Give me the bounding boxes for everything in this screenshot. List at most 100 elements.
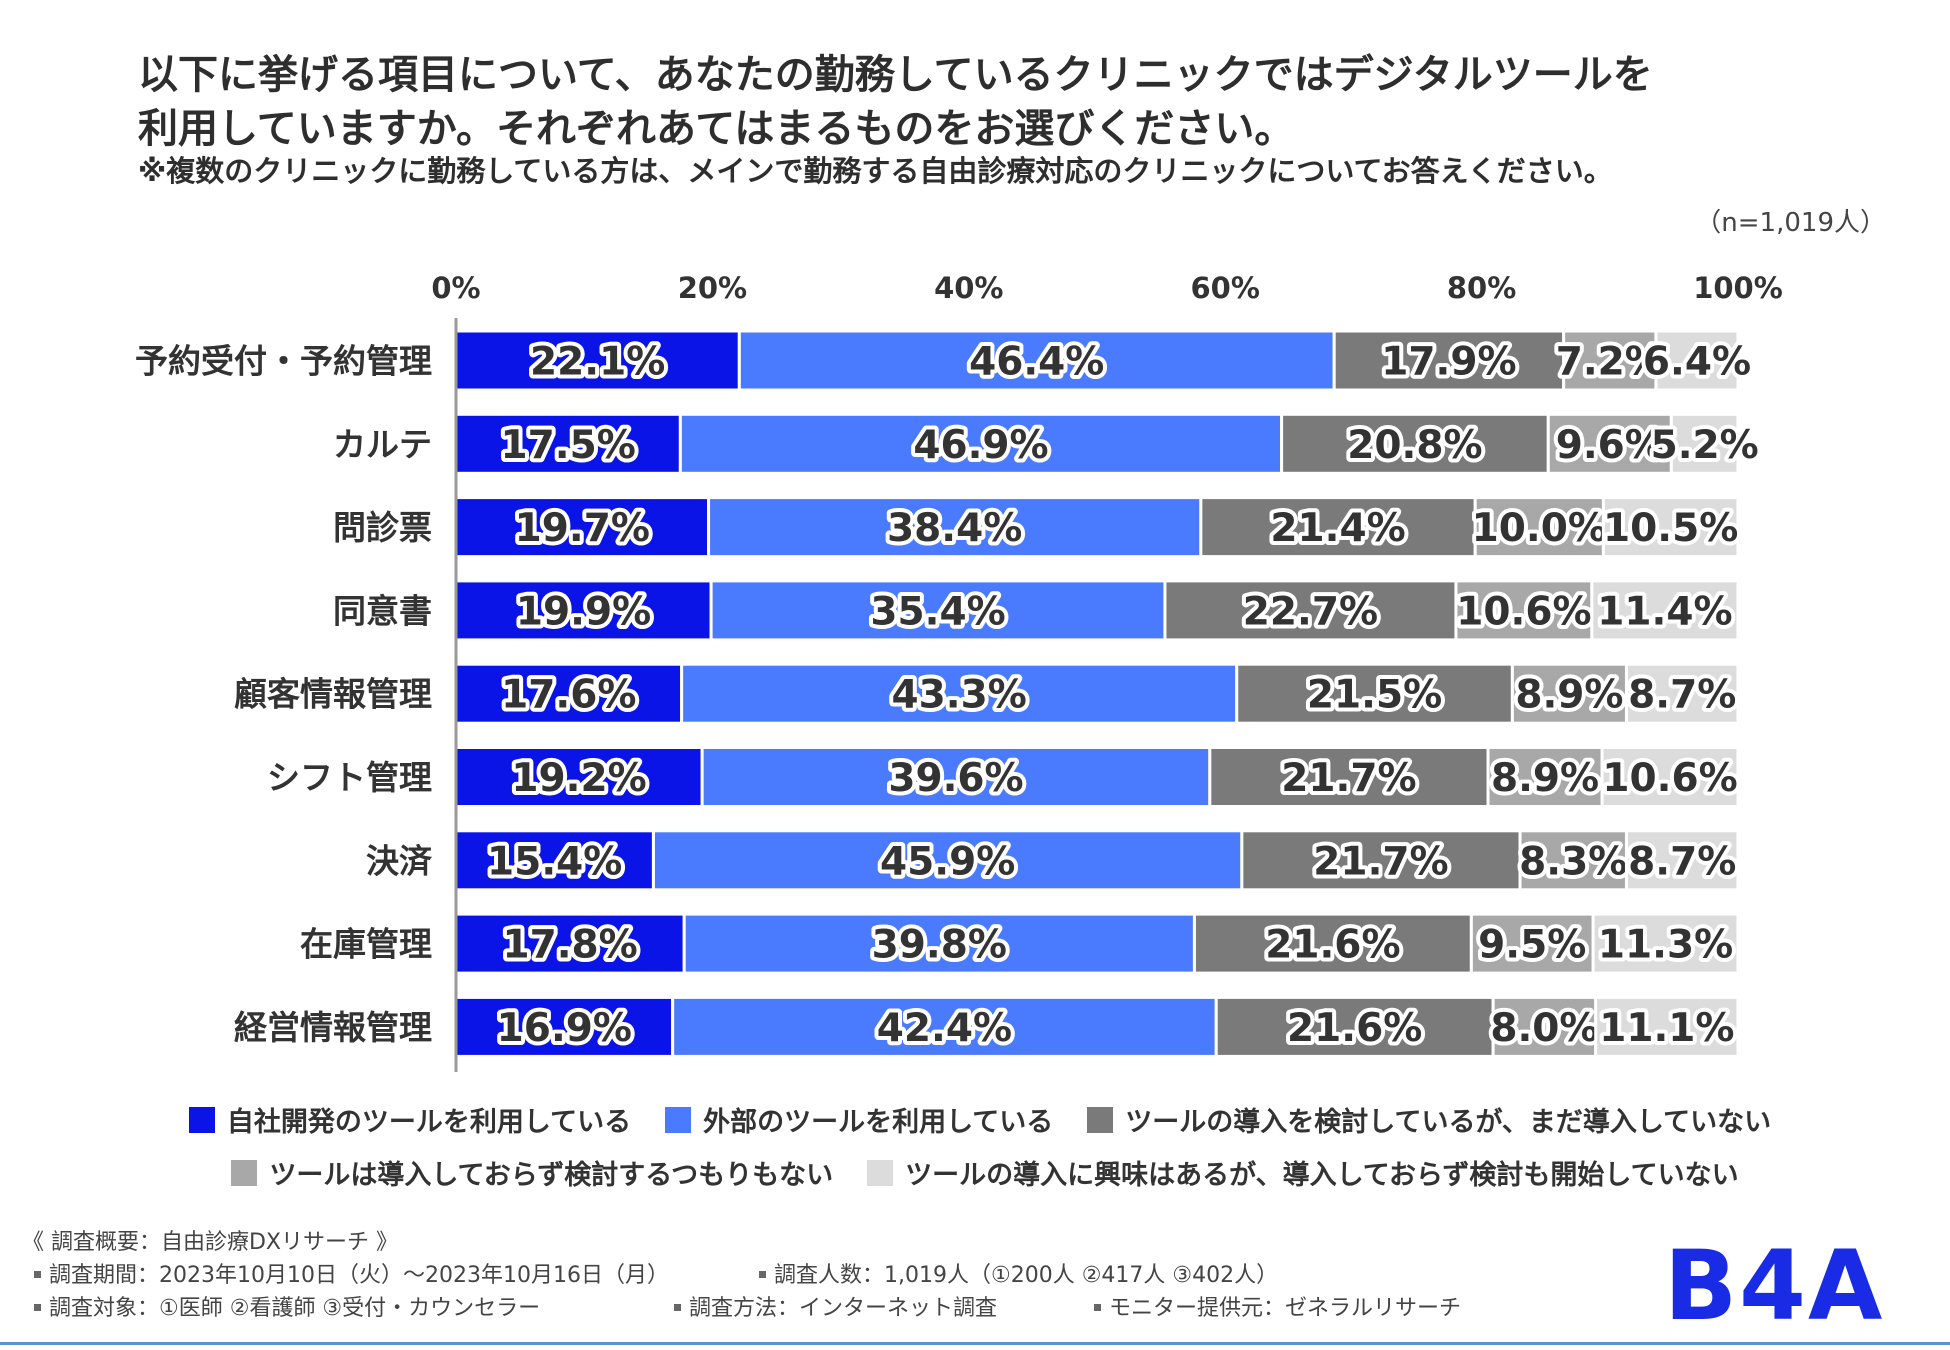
data-label: 8.7%	[1628, 839, 1736, 884]
category-label: 経営情報管理	[234, 1008, 432, 1047]
legend-row-1: 自社開発のツールを利用している 外部のツールを利用している ツールの導入を検討し…	[0, 1100, 1950, 1139]
bullet-icon	[674, 1304, 681, 1311]
data-label: 42.4%	[877, 1006, 1012, 1051]
x-tick-label: 100%	[1693, 271, 1783, 305]
survey-overview: 《 調査概要：自由診療DXリサーチ 》 調査期間：2023年10月10日（火）～…	[22, 1226, 1461, 1325]
data-label: 39.8%	[872, 923, 1007, 968]
chart-note: ※複数のクリニックに勤務している方は、メインで勤務する自由診療対応のクリニックに…	[138, 154, 1613, 188]
data-label: 21.4%	[1270, 506, 1405, 551]
bar-rows: 予約受付・予約管理 22.1% 46.4% 17.9% 7.2%6.4% カルテ 17.5%…	[135, 329, 1763, 1058]
data-label: 8.0%	[1490, 1006, 1598, 1051]
data-label: 17.9%	[1381, 340, 1516, 385]
bar-segment	[454, 579, 713, 642]
legend-row-2: ツールは導入しておらず検討するつもりもない ツールの導入に興味はあるが、導入して…	[0, 1153, 1950, 1192]
survey-monitor: モニター提供元：ゼネラルリサーチ	[1109, 1296, 1462, 1321]
data-label: 5.2%	[1651, 423, 1759, 468]
data-label: 16.9%	[497, 1006, 632, 1051]
legend-label: ツールの導入に興味はあるが、導入しておらず検討も開始していない	[905, 1160, 1739, 1191]
legend-swatch	[867, 1159, 894, 1186]
bar-segment	[1594, 995, 1740, 1058]
data-label: 21.6%	[1265, 923, 1400, 968]
chart-title-line-1: 以下に挙げる項目について、あなたの勤務しているクリニックではデジタルツールを	[138, 52, 1653, 98]
legend-label: 外部のツールを利用している	[703, 1107, 1054, 1138]
bar-segment	[1562, 329, 1658, 392]
bar-segment	[1669, 412, 1740, 475]
data-label: 10.5%	[1603, 506, 1738, 551]
bar-segment	[709, 579, 1167, 642]
category-label: 問診票	[333, 508, 432, 547]
survey-heading: 《 調査概要：自由診療DXリサーチ 》	[22, 1230, 398, 1255]
data-label: 8.9%	[1491, 756, 1599, 801]
bullet-icon	[34, 1271, 41, 1278]
data-label: 21.7%	[1313, 839, 1448, 884]
category-label: 決済	[366, 841, 433, 880]
bar-segment	[1624, 662, 1740, 725]
data-label: 21.7%	[1281, 756, 1416, 801]
bar-segment	[1590, 579, 1740, 642]
bar-segment	[454, 995, 675, 1058]
legend-swatch	[188, 1106, 215, 1133]
legend-item-external: 外部のツールを利用している	[665, 1100, 1053, 1139]
data-label: 39.6%	[888, 756, 1023, 801]
chart-title-line-2: 利用していますか。それぞれあてはまるものをお選びください。	[138, 106, 1295, 152]
survey-respondents: 調査人数：1,019人（①200人 ②417人 ③402人）	[774, 1263, 1279, 1288]
bar-segment	[1163, 579, 1458, 642]
bar-segment	[707, 496, 1203, 559]
bar-segment	[1192, 912, 1473, 975]
legend-swatch	[1087, 1106, 1114, 1133]
x-tick-label: 40%	[934, 271, 1003, 305]
bar-segment	[1280, 412, 1550, 475]
bar-segment	[454, 829, 655, 892]
bar-segment	[1486, 746, 1604, 808]
bar-segment	[454, 662, 684, 725]
data-label: 19.9%	[516, 589, 651, 634]
bar-segment	[1332, 329, 1566, 392]
bar-segment	[1469, 912, 1595, 975]
data-label: 43.3%	[892, 673, 1027, 718]
survey-period: 調査期間：2023年10月10日（火）～2023年10月16日（月）	[49, 1263, 669, 1288]
footer-divider	[0, 1342, 1950, 1345]
data-label: 19.2%	[511, 756, 646, 801]
data-label: 10.0%	[1472, 506, 1607, 551]
data-label: 19.7%	[515, 506, 650, 551]
data-label: 46.4%	[969, 340, 1104, 385]
data-label: 17.8%	[502, 923, 637, 968]
sample-size: （n=1,019人）	[1695, 208, 1886, 238]
bar-segment	[1240, 829, 1522, 892]
category-label: シフト管理	[267, 758, 432, 797]
bar-segment	[1591, 912, 1740, 975]
x-tick-label: 80%	[1447, 271, 1516, 305]
bar-segment	[1199, 496, 1477, 559]
legend-swatch	[231, 1159, 258, 1186]
data-label: 45.9%	[880, 839, 1015, 884]
bar-segment	[1624, 829, 1740, 892]
legend-item-in-house: 自社開発のツールを利用している	[188, 1100, 631, 1139]
bar-segment	[737, 329, 1336, 392]
category-label: 在庫管理	[300, 925, 432, 964]
category-label: カルテ	[333, 425, 432, 464]
category-label: 顧客情報管理	[234, 675, 432, 714]
survey-target: 調査対象：①医師 ②看護師 ③受付・カウンセラー	[49, 1296, 541, 1321]
bullet-icon	[1094, 1304, 1101, 1311]
data-label: 8.7%	[1628, 673, 1736, 718]
bullet-icon	[759, 1271, 766, 1278]
data-label: 11.1%	[1599, 1006, 1734, 1051]
bar-segment	[700, 746, 1212, 808]
bar-segment	[680, 662, 1239, 725]
category-label: 予約受付・予約管理	[135, 342, 432, 381]
data-label: 21.5%	[1307, 673, 1442, 718]
stacked-bar-chart: 0% 20% 40% 60% 80% 100% 予約受付・予約管理 22.1% 46.4% 17…	[135, 271, 1783, 1072]
bar-segment	[651, 829, 1244, 892]
legend-item-interested: ツールの導入に興味はあるが、導入しておらず検討も開始していない	[867, 1153, 1739, 1192]
bar-segment	[1600, 746, 1740, 808]
bar-segment	[1654, 329, 1740, 392]
data-label: 20.8%	[1347, 423, 1482, 468]
legend-item-considering: ツールの導入を検討しているが、まだ導入していない	[1087, 1100, 1771, 1139]
data-label: 35.4%	[870, 589, 1005, 634]
data-label: 10.6%	[1602, 756, 1737, 801]
bar-segment	[1491, 995, 1598, 1058]
legend-item-no-plan: ツールは導入しておらず検討するつもりもない	[231, 1153, 833, 1192]
bar-segment	[671, 995, 1218, 1058]
survey-method: 調査方法：インターネット調査	[689, 1296, 998, 1321]
bullet-icon	[34, 1304, 41, 1311]
